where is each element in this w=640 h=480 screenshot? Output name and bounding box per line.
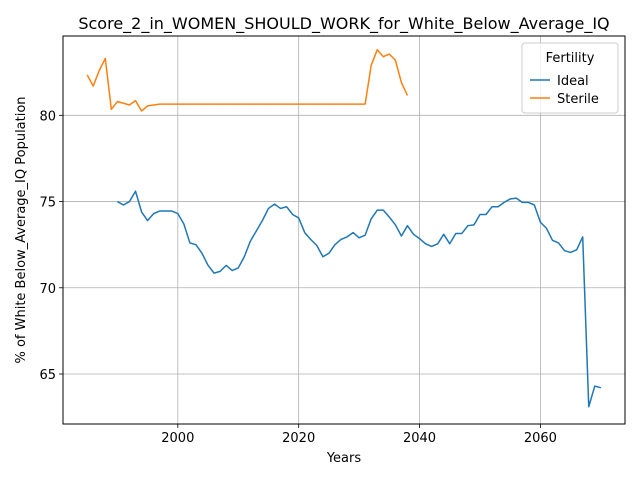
y-tick-label: 70 bbox=[39, 282, 56, 297]
legend-box bbox=[521, 42, 619, 114]
x-axis-label: Years bbox=[326, 451, 362, 466]
x-tick-label: 2020 bbox=[282, 431, 315, 446]
x-tick-label: 2040 bbox=[403, 431, 436, 446]
y-tick-label: 75 bbox=[39, 196, 56, 211]
y-tick-label: 65 bbox=[39, 368, 56, 383]
legend: Fertility Ideal Sterile bbox=[521, 42, 619, 114]
plot-frame bbox=[62, 35, 626, 425]
series-line-ideal bbox=[117, 190, 602, 408]
legend-label-ideal: Ideal bbox=[557, 74, 589, 89]
chart-title: Score_2_in_WOMEN_SHOULD_WORK_for_White_B… bbox=[78, 14, 609, 34]
y-axis-label: % of White Below_Average_IQ Population bbox=[14, 96, 29, 363]
series-line-sterile bbox=[86, 49, 409, 112]
legend-title: Fertility bbox=[546, 51, 595, 66]
y-tick-label: 80 bbox=[39, 109, 56, 124]
x-tick-label: 2060 bbox=[524, 431, 557, 446]
series-lines bbox=[86, 49, 602, 408]
x-tick-label: 2000 bbox=[161, 431, 194, 446]
legend-label-sterile: Sterile bbox=[557, 92, 599, 107]
axis-ticks: 2000 2020 2040 2060 65 70 75 80 bbox=[39, 109, 556, 446]
